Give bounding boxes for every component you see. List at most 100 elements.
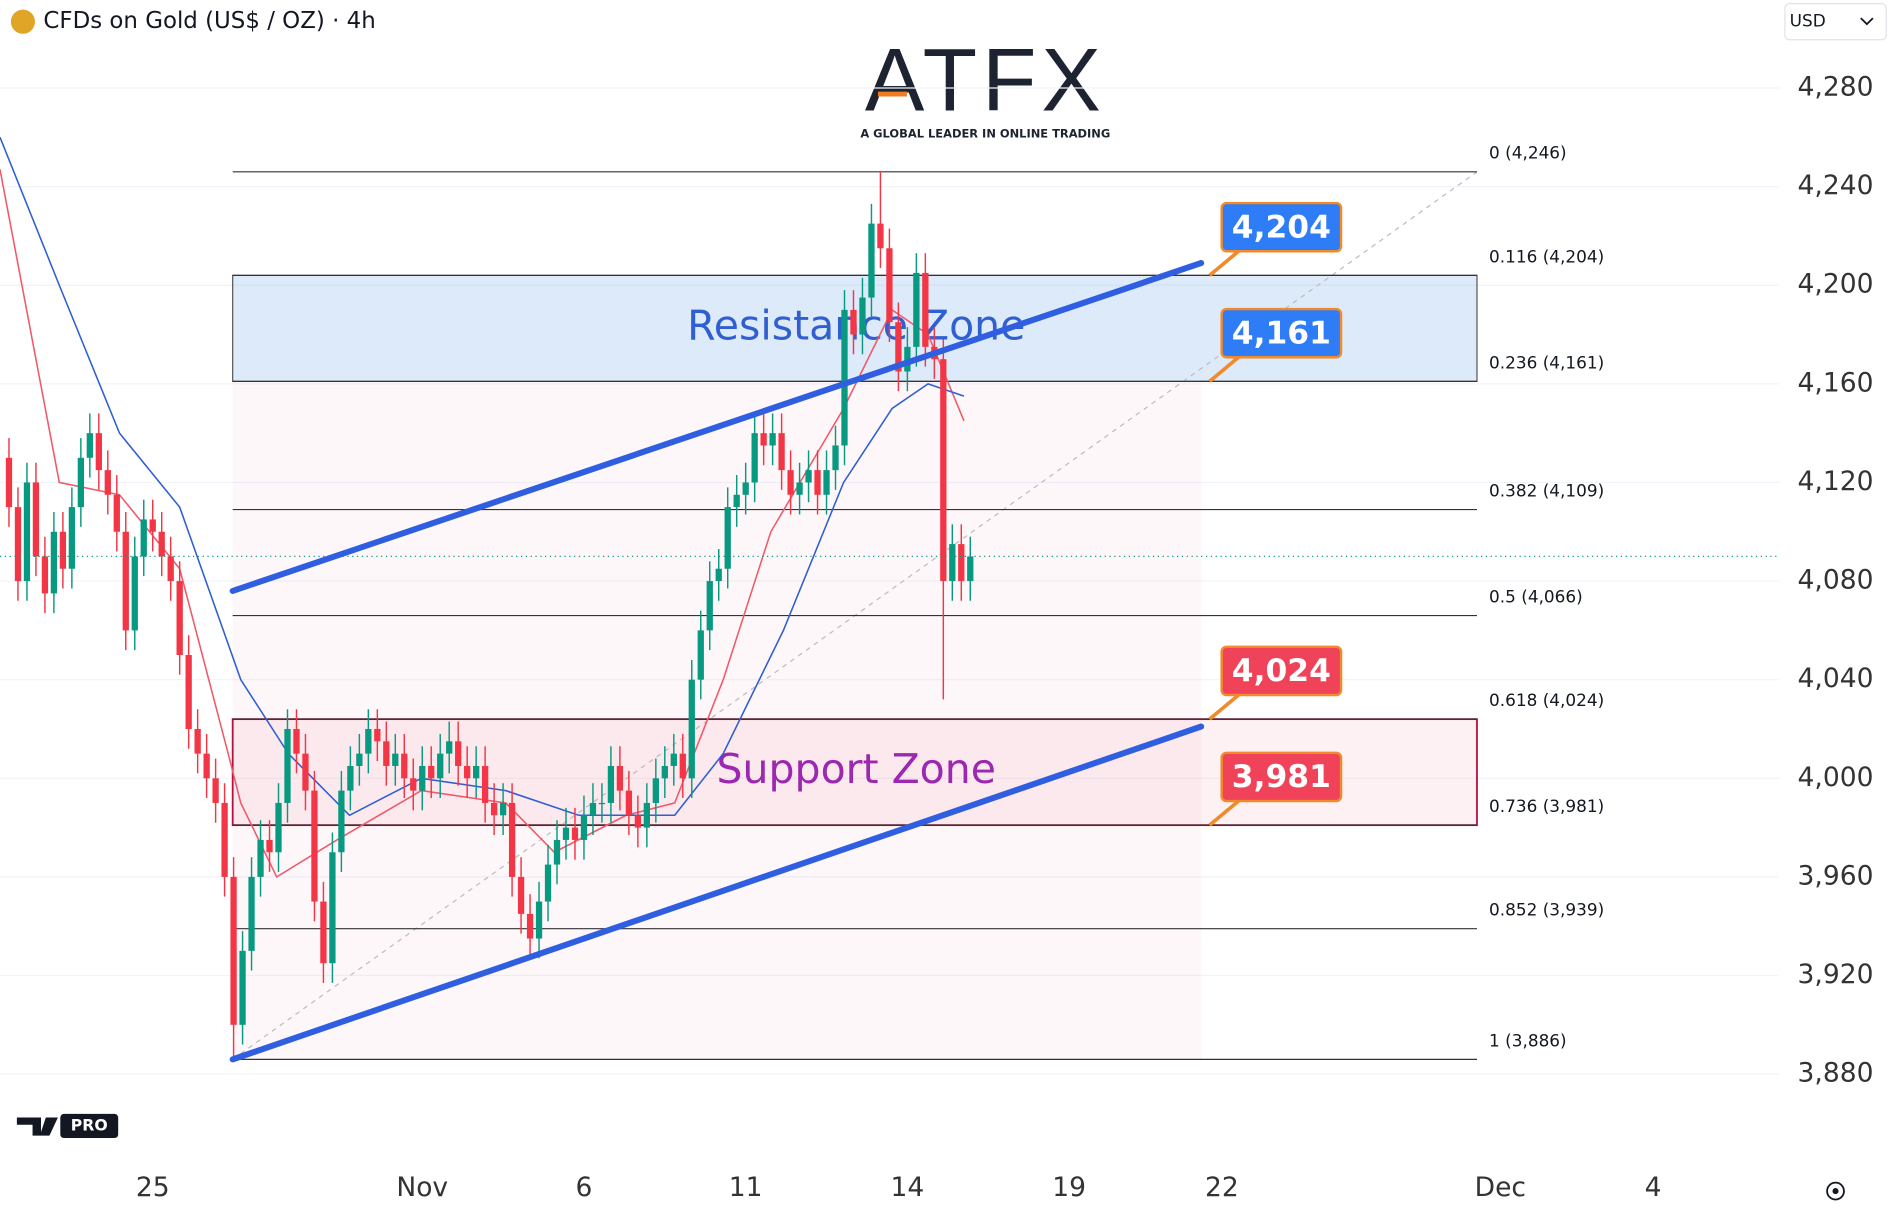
fib-label: 0.736 (3,981) — [1489, 796, 1604, 816]
currency-box[interactable] — [1784, 3, 1887, 41]
candle-body — [158, 531, 165, 557]
candle-body — [823, 470, 830, 495]
callout-pointer — [1208, 249, 1240, 277]
y-tick-label: 3,960 — [1798, 860, 1874, 891]
logo: ATFX — [865, 29, 1106, 129]
candle-body — [499, 802, 507, 816]
candle-body — [688, 679, 695, 779]
badge-box — [60, 1113, 119, 1139]
candle-body — [410, 778, 417, 791]
candle-body — [383, 741, 390, 766]
candle-body — [661, 765, 668, 779]
y-tick-label: 4,280 — [1798, 72, 1874, 103]
candle-body — [248, 876, 255, 951]
candle-body — [616, 765, 624, 791]
fib-label: 0.116 (4,204) — [1489, 246, 1604, 266]
candle-body — [733, 494, 740, 508]
candle-body — [481, 765, 489, 803]
candle-body — [760, 433, 767, 446]
candle-body — [455, 741, 462, 766]
candle-body — [787, 470, 794, 495]
candle-body — [571, 827, 579, 840]
candle-body — [32, 482, 40, 557]
candle-body — [625, 790, 633, 816]
candle-body — [508, 802, 516, 877]
tv-logo — [16, 1117, 58, 1136]
candle-body — [679, 753, 686, 779]
candle-body — [553, 839, 561, 865]
candle-body — [95, 433, 102, 471]
candle-body — [176, 581, 183, 656]
symbol-icon — [10, 9, 35, 34]
candle-body — [14, 507, 22, 582]
y-tick-label: 4,000 — [1798, 762, 1874, 793]
candle-body — [922, 272, 929, 347]
candle-body — [212, 778, 219, 803]
badge: PRO — [71, 1115, 108, 1134]
candle-body — [464, 765, 471, 779]
y-tick-label: 4,160 — [1798, 367, 1874, 398]
candle-body — [140, 519, 147, 557]
candle-body — [194, 728, 201, 754]
candle-body — [257, 839, 264, 877]
candle-body — [356, 753, 363, 766]
x-tick-label: 19 — [1052, 1172, 1086, 1203]
candle-body — [796, 482, 803, 495]
candle-body — [365, 728, 372, 754]
trendline — [229, 723, 1205, 1063]
candle-body — [149, 519, 156, 532]
candle-body — [275, 802, 282, 853]
candle-body — [859, 297, 866, 335]
y-tick-label: 4,200 — [1798, 269, 1874, 300]
candle-body — [338, 790, 345, 853]
x-tick-label: 11 — [729, 1172, 763, 1203]
candle-body — [59, 531, 67, 569]
callout-label: 4,204 — [1232, 209, 1331, 245]
candle-body — [266, 839, 273, 853]
zone-label: Support Zone — [717, 745, 996, 793]
candle-body — [437, 753, 444, 779]
settings-icon[interactable] — [1826, 1181, 1845, 1201]
fib-label: 0 (4,246) — [1489, 143, 1567, 163]
candle-body — [778, 433, 785, 471]
candle-body — [68, 507, 76, 569]
candle-body — [742, 482, 749, 495]
candle-body — [77, 457, 85, 508]
candle-body — [311, 790, 318, 902]
candle-body — [805, 470, 812, 483]
settings-icon-dot — [1832, 1188, 1839, 1195]
candle-body — [841, 309, 848, 446]
candle-body — [473, 765, 480, 779]
candle-body — [832, 445, 839, 471]
fib-label: 0.852 (3,939) — [1489, 900, 1604, 920]
callout-box — [1220, 645, 1343, 697]
fib-label: 0.236 (4,161) — [1489, 352, 1604, 372]
x-tick-label: Dec — [1475, 1172, 1526, 1203]
candle-body — [526, 913, 534, 939]
candle-body — [886, 248, 893, 323]
candle-body — [904, 346, 911, 372]
candle-body — [86, 433, 93, 458]
candle-body — [724, 507, 731, 569]
logo-tagline: A GLOBAL LEADER IN ONLINE TRADING — [860, 126, 1110, 140]
candle-body — [544, 864, 552, 902]
x-tick-label: Nov — [396, 1172, 448, 1203]
candle-body — [715, 568, 722, 582]
candle-body — [239, 950, 246, 1025]
y-tick-label: 4,080 — [1798, 565, 1874, 596]
candle-body — [490, 802, 498, 816]
callout-pointer — [1208, 799, 1240, 827]
callout-box — [1220, 307, 1343, 359]
candle-body — [895, 322, 902, 372]
candle-body — [347, 765, 354, 791]
candle-body — [113, 494, 120, 532]
fib-label: 0.618 (4,024) — [1489, 690, 1604, 710]
candle-body — [949, 544, 956, 582]
candle-body — [230, 876, 237, 1025]
candle-body — [607, 765, 615, 803]
fib-label: 0.5 (4,066) — [1489, 587, 1583, 607]
candle-body — [850, 309, 857, 335]
y-tick-label: 4,240 — [1798, 170, 1874, 201]
candle-body — [868, 223, 875, 298]
candle-body — [203, 753, 210, 779]
